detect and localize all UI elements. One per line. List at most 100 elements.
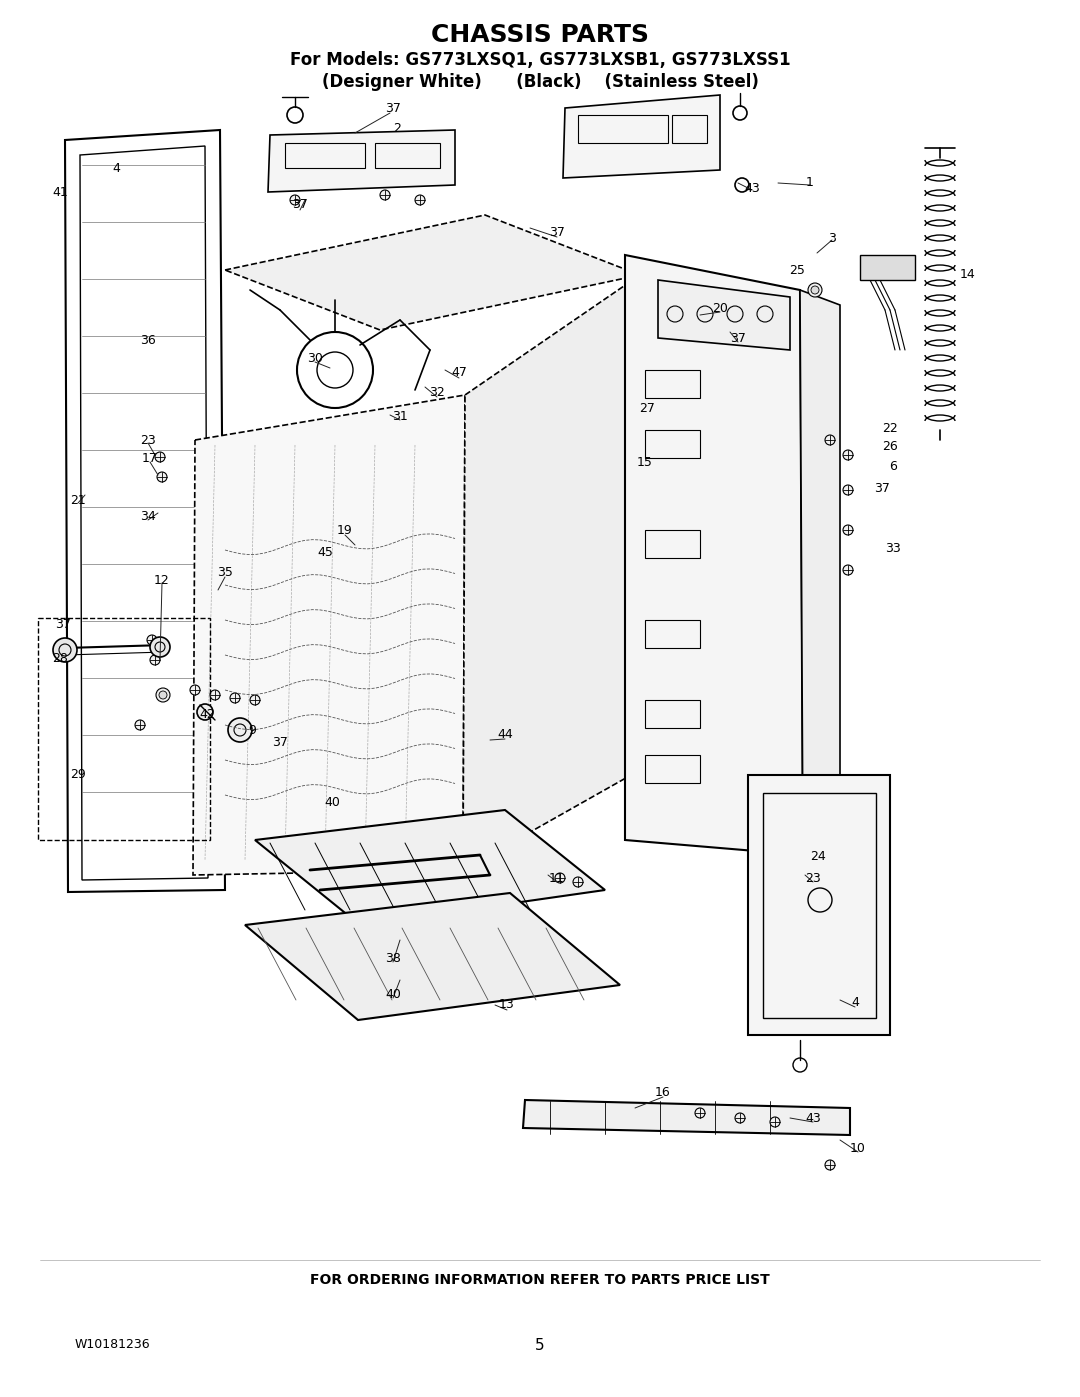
- Circle shape: [415, 196, 426, 205]
- Text: 44: 44: [497, 728, 513, 742]
- Circle shape: [53, 638, 77, 662]
- Circle shape: [843, 525, 853, 535]
- Circle shape: [157, 472, 167, 482]
- Circle shape: [380, 190, 390, 200]
- Circle shape: [696, 1108, 705, 1118]
- Text: 43: 43: [744, 182, 760, 194]
- Text: 22: 22: [882, 422, 897, 434]
- Circle shape: [573, 877, 583, 887]
- Text: 2: 2: [393, 122, 401, 134]
- Circle shape: [230, 693, 240, 703]
- Text: 15: 15: [637, 455, 653, 468]
- Polygon shape: [748, 775, 890, 1035]
- Text: 12: 12: [154, 574, 170, 587]
- Text: For Models: GS773LXSQ1, GS773LXSB1, GS773LXSS1: For Models: GS773LXSQ1, GS773LXSB1, GS77…: [289, 52, 791, 68]
- Polygon shape: [658, 279, 789, 351]
- Text: 32: 32: [429, 386, 445, 398]
- Text: 16: 16: [656, 1087, 671, 1099]
- Text: 43: 43: [805, 1112, 821, 1125]
- Text: 23: 23: [140, 433, 156, 447]
- Text: 20: 20: [712, 302, 728, 314]
- Text: 37: 37: [272, 736, 288, 750]
- Bar: [645, 700, 700, 728]
- Bar: [645, 620, 700, 648]
- Text: 37: 37: [55, 619, 71, 631]
- Text: 24: 24: [810, 851, 826, 863]
- Polygon shape: [523, 1099, 850, 1134]
- Circle shape: [555, 873, 565, 883]
- Text: 37: 37: [874, 482, 890, 495]
- Text: (Designer White)      (Black)    (Stainless Steel): (Designer White) (Black) (Stainless Stee…: [322, 73, 758, 91]
- Circle shape: [843, 450, 853, 460]
- Text: 33: 33: [886, 542, 901, 555]
- Text: 11: 11: [549, 872, 565, 884]
- Bar: [860, 256, 915, 279]
- Circle shape: [770, 1118, 780, 1127]
- Polygon shape: [255, 810, 605, 925]
- Text: 1: 1: [806, 176, 814, 189]
- Text: W10181236: W10181236: [75, 1338, 150, 1351]
- Bar: [645, 370, 700, 398]
- Circle shape: [843, 564, 853, 576]
- Text: 35: 35: [217, 567, 233, 580]
- Text: 28: 28: [52, 651, 68, 665]
- Polygon shape: [268, 130, 455, 191]
- Text: 17: 17: [143, 451, 158, 464]
- Polygon shape: [245, 893, 620, 1020]
- Polygon shape: [625, 256, 804, 855]
- Polygon shape: [225, 215, 640, 330]
- Text: 38: 38: [386, 951, 401, 964]
- Text: 19: 19: [337, 524, 353, 536]
- Text: 26: 26: [882, 440, 897, 454]
- Text: 42: 42: [199, 708, 215, 721]
- Text: 37: 37: [386, 102, 401, 115]
- Circle shape: [197, 704, 213, 719]
- Text: 21: 21: [70, 493, 86, 507]
- Polygon shape: [563, 95, 720, 177]
- Text: 40: 40: [324, 796, 340, 809]
- Circle shape: [150, 637, 170, 657]
- Circle shape: [825, 1160, 835, 1171]
- Text: 14: 14: [960, 268, 976, 282]
- Circle shape: [156, 687, 170, 703]
- Text: 47: 47: [451, 366, 467, 380]
- Text: 27: 27: [639, 401, 654, 415]
- Bar: [285, 142, 365, 168]
- Text: 45: 45: [318, 546, 333, 560]
- Text: 36: 36: [140, 334, 156, 346]
- Bar: [645, 529, 700, 557]
- Text: 13: 13: [499, 999, 515, 1011]
- Text: 34: 34: [140, 510, 156, 524]
- Text: 5: 5: [536, 1337, 544, 1352]
- Text: 37: 37: [292, 198, 308, 211]
- Polygon shape: [800, 291, 840, 855]
- Text: 23: 23: [805, 872, 821, 884]
- Text: 41: 41: [52, 187, 68, 200]
- Circle shape: [735, 1113, 745, 1123]
- Circle shape: [190, 685, 200, 694]
- Circle shape: [825, 434, 835, 446]
- Circle shape: [159, 692, 167, 698]
- Bar: [578, 115, 669, 142]
- Text: 10: 10: [850, 1141, 866, 1154]
- Circle shape: [135, 719, 145, 731]
- Text: 4: 4: [851, 996, 859, 1010]
- Text: 30: 30: [307, 352, 323, 365]
- Bar: [645, 430, 700, 458]
- Circle shape: [147, 636, 157, 645]
- Circle shape: [156, 453, 165, 462]
- Circle shape: [210, 690, 220, 700]
- Text: CHASSIS PARTS: CHASSIS PARTS: [431, 22, 649, 47]
- Circle shape: [150, 655, 160, 665]
- Text: 25: 25: [789, 264, 805, 277]
- Text: 6: 6: [889, 460, 896, 472]
- Text: 40: 40: [386, 989, 401, 1002]
- Text: 31: 31: [392, 411, 408, 423]
- Bar: [672, 115, 707, 142]
- Text: 37: 37: [730, 331, 746, 345]
- Circle shape: [843, 485, 853, 495]
- Text: 3: 3: [828, 232, 836, 244]
- Text: 29: 29: [70, 768, 86, 781]
- Text: 9: 9: [248, 724, 256, 736]
- Bar: [645, 754, 700, 782]
